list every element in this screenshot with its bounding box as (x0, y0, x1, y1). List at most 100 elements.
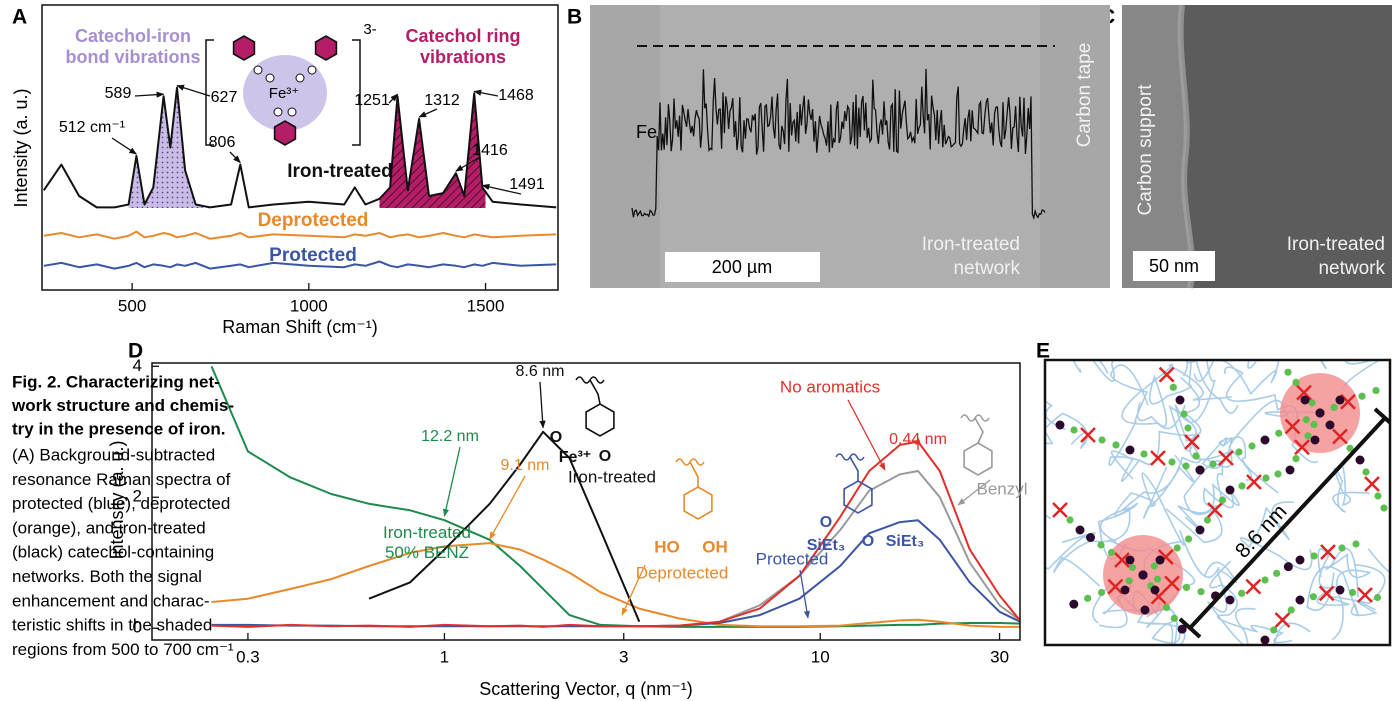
peak-arrow (134, 91, 165, 98)
monomer (1374, 492, 1382, 500)
atom-label: Fe³⁺ (559, 449, 591, 466)
iron-site (1225, 595, 1235, 605)
peak-arrow (418, 108, 438, 118)
atom-label: O (599, 448, 611, 465)
crosslinker (1150, 588, 1167, 605)
polymer-strand (1306, 566, 1378, 617)
monomer (1185, 535, 1193, 543)
caption-text: (orange), and iron-treated (12, 518, 206, 537)
inset-ion: Fe³⁺ (269, 85, 299, 102)
iron-site (1177, 624, 1187, 634)
crosslinker (1294, 439, 1310, 456)
caption-title: Fig. 2. Characterizing net- (12, 372, 220, 391)
panel-label: D (128, 340, 143, 363)
peak-label: 1468 (498, 87, 534, 104)
monomer (1309, 593, 1317, 601)
series-label: Iron-treated (568, 467, 656, 486)
monomer (1170, 614, 1178, 622)
data-line (210, 365, 1020, 628)
monomer (1310, 552, 1318, 560)
y-axis-label: Intensity (a. u.) (107, 440, 127, 559)
monomer (1346, 444, 1354, 452)
annotation-arrow (442, 446, 461, 517)
monomer (1273, 569, 1281, 577)
shaded-region (128, 87, 203, 208)
monomer (1098, 436, 1106, 444)
polymer-strand (1316, 548, 1386, 606)
series-arrow (957, 479, 991, 506)
iron-site (1283, 562, 1293, 572)
iron-site (1310, 435, 1320, 445)
polymer-strand (1097, 466, 1168, 560)
data-line (43, 230, 557, 240)
crosslinker (1296, 384, 1312, 401)
micrograph-b-band (660, 5, 1040, 288)
iron-site (1125, 445, 1135, 455)
crosslinker (1114, 552, 1130, 568)
inset-oxygen (307, 65, 317, 75)
peak-arrow (111, 137, 138, 155)
series-arrow (621, 564, 646, 616)
crosslinker (1150, 450, 1166, 466)
monomer (1292, 455, 1300, 463)
caption-text: networks. Both the signal (12, 567, 202, 586)
monomer (1084, 594, 1092, 602)
polymer-strand (1228, 399, 1315, 481)
peak-arrow (481, 183, 522, 195)
monomer (1284, 368, 1292, 376)
series-label: Benzyl (976, 479, 1027, 498)
monomer (1107, 548, 1116, 557)
monomer (1070, 426, 1078, 434)
monomer (1150, 562, 1158, 570)
iron-site (1140, 605, 1150, 615)
micrograph-label: Carbon support (1135, 84, 1156, 216)
iron-site (1120, 585, 1130, 595)
crosslinker (1318, 585, 1335, 602)
monomer (1197, 588, 1205, 596)
micrograph-label: Carbon tape (1074, 43, 1095, 148)
polymer-strand (1201, 436, 1279, 494)
monomer (1310, 420, 1318, 428)
atom-label: O (550, 429, 562, 446)
caption-text: (black) catechol-containing (12, 543, 214, 562)
monomer (1209, 460, 1217, 468)
peak-label: 1251 (354, 92, 390, 109)
monomer (1168, 458, 1176, 466)
monomer (1182, 583, 1191, 592)
fe-profile (631, 68, 1046, 220)
iron-site (1315, 408, 1325, 418)
inset-ring (273, 120, 297, 146)
scale-bar-label: 200 µm (712, 257, 772, 277)
polymer-strand (1108, 364, 1151, 466)
crosslinker (1246, 474, 1262, 490)
polymer-strand (1168, 360, 1216, 452)
data-line (211, 542, 1020, 628)
struct-ring (843, 480, 873, 514)
peak-label: 1416 (472, 142, 508, 159)
crosslinker (1218, 450, 1234, 466)
schematic-frame (1043, 358, 1392, 647)
micrograph-label: Iron-treated network (921, 234, 1020, 279)
peak-arrow (455, 156, 481, 172)
micrograph-label: Fe (636, 122, 657, 142)
crosslinker (1158, 366, 1175, 383)
iron-site (1285, 465, 1295, 475)
monomer (1066, 516, 1074, 524)
series-label: Deprotected (636, 563, 729, 582)
plot-frame (151, 362, 1021, 641)
crosslinker (1364, 476, 1380, 492)
crosslinker (1340, 393, 1356, 410)
crosslinker (1080, 427, 1096, 443)
iron-site (1086, 533, 1095, 542)
crosslinker (1320, 544, 1336, 560)
series-label: Iron-treated (287, 161, 393, 182)
peak-arrow (388, 93, 399, 104)
monomer (1372, 387, 1380, 395)
iron-site (1195, 465, 1205, 475)
scale-bar-box (1133, 251, 1215, 281)
polymer-strand (1136, 360, 1193, 428)
atom-label: SiEt₃ (807, 537, 846, 554)
peak-label: 512 cm⁻¹ (59, 119, 125, 136)
